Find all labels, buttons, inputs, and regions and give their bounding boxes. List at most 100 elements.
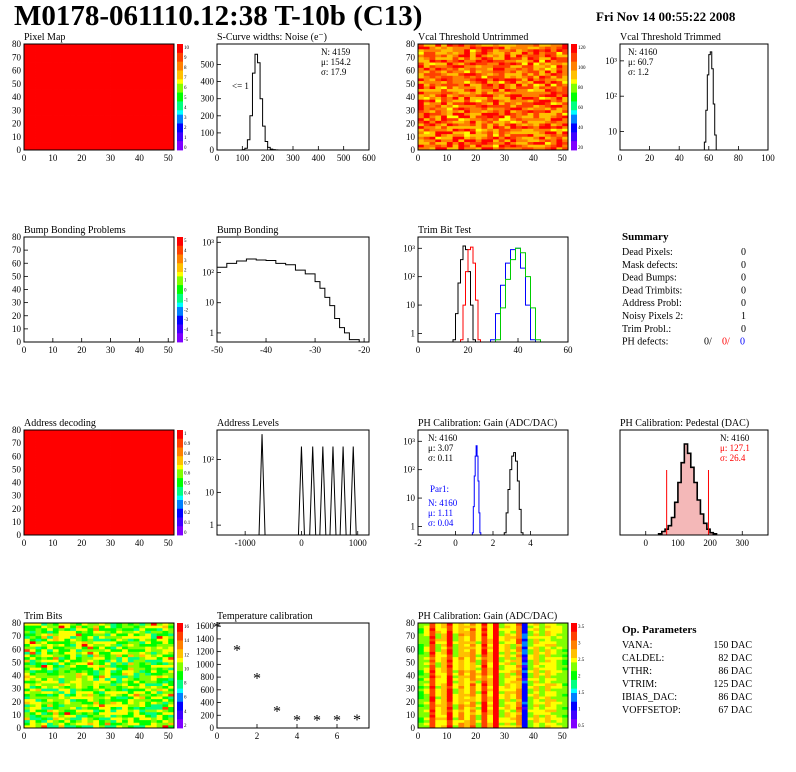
heatmap-cell bbox=[81, 506, 88, 510]
heatmap-cell bbox=[24, 453, 31, 457]
heatmap-cell bbox=[127, 464, 135, 468]
heatmap-cell bbox=[493, 112, 500, 116]
heatmap-cell bbox=[475, 128, 482, 132]
panel-title: Bump Bonding bbox=[217, 225, 278, 236]
heatmap-cell bbox=[139, 456, 146, 460]
heatmap-cell bbox=[35, 654, 42, 658]
heatmap-cell bbox=[446, 699, 454, 703]
heatmap-cell bbox=[464, 59, 471, 63]
heatmap-cell bbox=[418, 701, 425, 705]
heatmap-cell bbox=[93, 445, 100, 449]
heatmap-cell bbox=[41, 516, 48, 520]
heatmap-cell bbox=[47, 62, 54, 66]
heatmap-cell bbox=[168, 485, 175, 489]
heatmap-cell bbox=[41, 707, 48, 711]
heatmap-cell bbox=[41, 646, 48, 650]
heatmap-cell bbox=[24, 641, 31, 645]
heatmap-cell bbox=[145, 65, 152, 69]
heatmap-cell bbox=[47, 662, 54, 666]
heatmap-cell bbox=[75, 714, 83, 718]
heatmap-cell bbox=[99, 49, 106, 53]
heatmap-cell bbox=[75, 678, 83, 682]
heatmap-cell bbox=[446, 102, 454, 106]
heatmap-cell bbox=[87, 443, 94, 447]
heatmap-cell bbox=[41, 487, 48, 491]
heatmap-cell bbox=[418, 680, 425, 684]
heatmap-cell bbox=[127, 487, 135, 491]
heatmap-cell bbox=[156, 142, 163, 146]
heatmap-cell bbox=[70, 490, 77, 494]
heatmap-cell bbox=[521, 131, 529, 135]
heatmap-cell bbox=[139, 86, 146, 90]
heatmap-cell bbox=[24, 657, 31, 661]
heatmap-cell bbox=[47, 527, 54, 531]
heatmap-cell bbox=[162, 445, 169, 449]
heatmap-cell bbox=[122, 511, 129, 515]
heatmap-cell bbox=[70, 696, 77, 700]
colorbar-tick-label: 0 bbox=[184, 146, 187, 151]
heatmap-cell bbox=[458, 75, 465, 79]
heatmap-cell bbox=[539, 123, 546, 127]
heatmap-cell bbox=[418, 683, 425, 687]
heatmap-cell bbox=[81, 144, 88, 148]
heatmap-cell bbox=[24, 474, 31, 478]
heatmap-cell bbox=[168, 667, 175, 671]
heatmap-cell bbox=[29, 123, 36, 127]
heatmap-cell bbox=[418, 73, 425, 77]
heatmap-cell bbox=[133, 147, 140, 151]
heatmap-cell bbox=[133, 712, 140, 716]
colorbar-swatch bbox=[177, 679, 183, 685]
y-tick-label: 20 bbox=[12, 311, 22, 321]
heatmap-cell bbox=[93, 699, 100, 703]
heatmap-cell bbox=[452, 49, 459, 53]
heatmap-cell bbox=[139, 696, 146, 700]
heatmap-cell bbox=[493, 83, 500, 87]
heatmap-cell bbox=[162, 78, 169, 82]
y-tick-label: 10 bbox=[406, 300, 416, 310]
heatmap-cell bbox=[110, 623, 117, 627]
heatmap-cell bbox=[47, 461, 54, 465]
heatmap-cell bbox=[156, 516, 163, 520]
heatmap-cell bbox=[533, 67, 540, 71]
heatmap-cell bbox=[127, 532, 135, 536]
heatmap-cell bbox=[168, 678, 175, 682]
heatmap-cell bbox=[99, 625, 106, 629]
heatmap-cell bbox=[423, 97, 430, 101]
heatmap-cell bbox=[139, 112, 146, 116]
heatmap-cell bbox=[47, 649, 54, 653]
heatmap-cell bbox=[104, 686, 111, 690]
heatmap-cell bbox=[122, 506, 129, 510]
heatmap-cell bbox=[127, 714, 135, 718]
heatmap-cell bbox=[544, 131, 552, 135]
heatmap-cell bbox=[24, 524, 31, 528]
heatmap-cell bbox=[441, 638, 448, 642]
heatmap-cell bbox=[104, 65, 111, 69]
heatmap-cell bbox=[64, 81, 71, 85]
heatmap-cell bbox=[127, 482, 135, 486]
heatmap-cell bbox=[133, 75, 140, 79]
heatmap-cell bbox=[550, 136, 557, 140]
heatmap-cell bbox=[47, 115, 54, 119]
heatmap-cell bbox=[70, 118, 77, 122]
heatmap-cell bbox=[150, 67, 158, 71]
heatmap-cell bbox=[168, 91, 175, 95]
heatmap-cell bbox=[127, 646, 135, 650]
heatmap-cell bbox=[58, 440, 65, 444]
heatmap-cell bbox=[122, 707, 129, 711]
heatmap-cell bbox=[139, 94, 146, 98]
heatmap-cell bbox=[469, 94, 477, 98]
heatmap-cell bbox=[504, 115, 511, 119]
heatmap-cell bbox=[29, 453, 36, 457]
heatmap-cell bbox=[99, 722, 106, 726]
heatmap-cell bbox=[81, 472, 88, 476]
heatmap-cell bbox=[99, 628, 106, 632]
heatmap-cell bbox=[550, 123, 557, 127]
heatmap-cell bbox=[104, 498, 111, 502]
heatmap-cell bbox=[35, 686, 42, 690]
heatmap-cell bbox=[110, 432, 117, 436]
heatmap-cell bbox=[35, 469, 42, 473]
heatmap-cell bbox=[24, 136, 31, 140]
heatmap-cell bbox=[64, 131, 71, 135]
heatmap-cell bbox=[35, 73, 42, 77]
heatmap-cell bbox=[41, 128, 48, 132]
